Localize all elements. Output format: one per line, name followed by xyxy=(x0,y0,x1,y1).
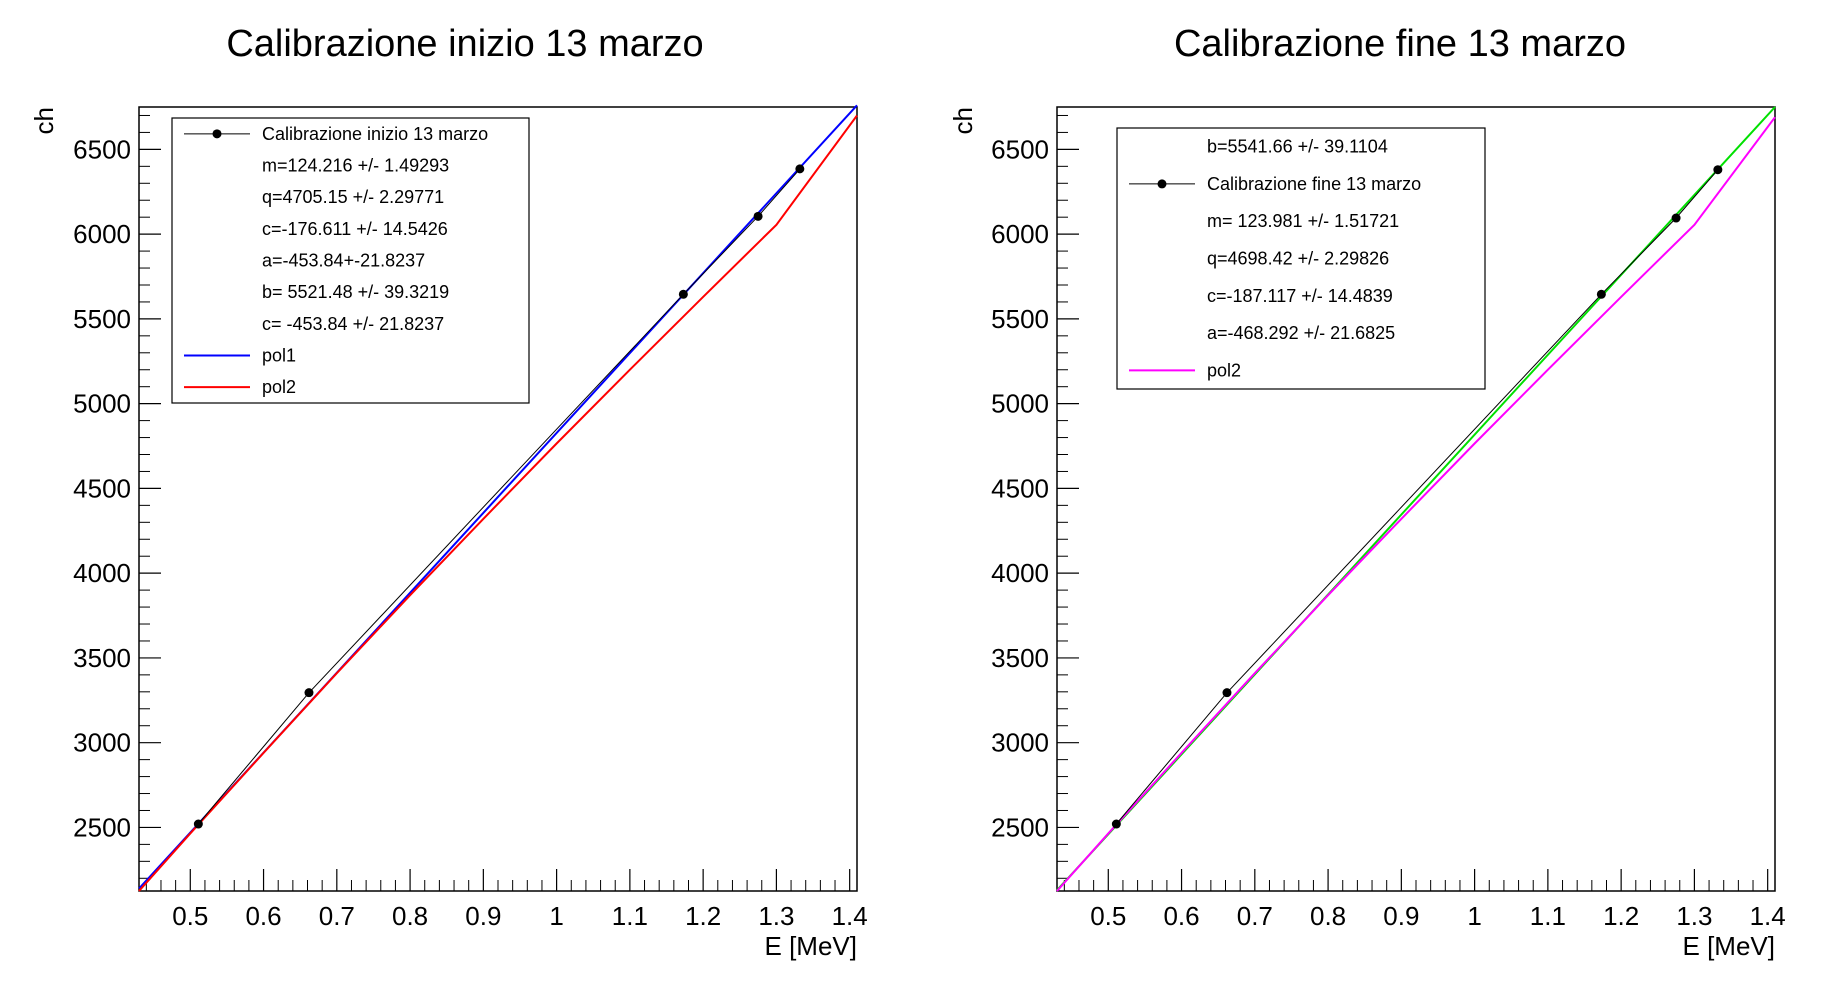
series-line xyxy=(138,114,858,892)
data-point xyxy=(193,819,203,829)
right-y-ticks: 2500 3000 3500 4000 4500 5000 5500 6000 6500 xyxy=(991,114,1079,879)
left-y-axis-label: ch xyxy=(29,107,59,134)
y-tick-label: 6500 xyxy=(991,134,1049,164)
x-tick-label: 1 xyxy=(1467,901,1481,931)
x-tick-label: 1.3 xyxy=(758,901,794,931)
legend-marker xyxy=(212,129,222,139)
x-tick-label: 0.6 xyxy=(1163,901,1199,931)
y-tick-label: 2500 xyxy=(991,812,1049,842)
right-legend: b=5541.66 +/- 39.1104 Calibrazione fine 1… xyxy=(1116,127,1486,390)
right-series xyxy=(1056,106,1776,892)
x-tick-label: 0.5 xyxy=(1090,901,1126,931)
x-tick-label: 1.1 xyxy=(1530,901,1566,931)
legend-entry-label: pol2 xyxy=(262,377,296,397)
x-tick-label: 1.4 xyxy=(1750,901,1786,931)
y-tick-label: 6000 xyxy=(991,219,1049,249)
right-x-ticks: 0.5 0.6 0.7 0.8 0.9 1 1.1 1.2 1.3 1.4 xyxy=(1063,869,1786,931)
legend-entry-label: pol1 xyxy=(262,346,296,366)
x-tick-label: 0.7 xyxy=(319,901,355,931)
legend-entry-label: c=-187.117 +/- 14.4839 xyxy=(1207,286,1393,306)
left-chart-title: Calibrazione inizio 13 marzo xyxy=(226,23,703,65)
right-x-axis-label: E [MeV] xyxy=(1683,931,1775,961)
legend-entry-label: Calibrazione fine 13 marzo xyxy=(1207,174,1421,194)
y-tick-label: 4500 xyxy=(991,473,1049,503)
x-tick-label: 0.8 xyxy=(1310,901,1346,931)
data-point xyxy=(1713,165,1723,175)
left-chart: Calibrazione inizio 13 marzo E [MeV] ch … xyxy=(29,23,868,961)
y-tick-label: 6000 xyxy=(73,219,131,249)
x-tick-label: 0.7 xyxy=(1237,901,1273,931)
left-x-axis-label: E [MeV] xyxy=(765,931,857,961)
data-point xyxy=(1596,289,1606,299)
x-tick-label: 1.4 xyxy=(832,901,868,931)
y-tick-label: 5500 xyxy=(991,304,1049,334)
left-y-ticks: 2500 3000 3500 4000 4500 5000 5500 6000 6500 xyxy=(73,114,161,879)
legend-entry-label: m=124.216 +/- 1.49293 xyxy=(262,156,449,176)
y-tick-label: 5000 xyxy=(73,389,131,419)
legend-entry-label: m= 123.981 +/- 1.51721 xyxy=(1207,211,1399,231)
x-tick-label: 1.2 xyxy=(685,901,721,931)
x-tick-label: 0.9 xyxy=(465,901,501,931)
y-tick-label: 4000 xyxy=(991,558,1049,588)
data-point xyxy=(795,164,805,174)
y-tick-label: 5000 xyxy=(991,389,1049,419)
data-point xyxy=(1111,819,1121,829)
y-tick-label: 3500 xyxy=(991,643,1049,673)
left-legend: Calibrazione inizio 13 marzo m=124.216 +/… xyxy=(171,117,530,404)
legend-entry-label: b= 5521.48 +/- 39.3219 xyxy=(262,282,449,302)
left-series xyxy=(138,104,858,892)
legend-entry-label: c= -453.84 +/- 21.8237 xyxy=(262,314,444,334)
legend-marker xyxy=(1157,179,1167,189)
y-tick-label: 6500 xyxy=(73,134,131,164)
legend-entry-label: a=-468.292 +/- 21.6825 xyxy=(1207,323,1395,343)
right-chart-title: Calibrazione fine 13 marzo xyxy=(1174,23,1626,65)
right-y-axis-label: ch xyxy=(948,107,978,134)
left-x-ticks: 0.5 0.6 0.7 0.8 0.9 1 1.1 1.2 1.3 1.4 xyxy=(145,869,868,931)
legend-entry-label: Calibrazione inizio 13 marzo xyxy=(262,124,488,144)
x-tick-label: 1 xyxy=(549,901,563,931)
y-tick-label: 2500 xyxy=(73,812,131,842)
x-tick-label: 0.5 xyxy=(172,901,208,931)
x-tick-label: 1.2 xyxy=(1603,901,1639,931)
legend-entry-label: b=5541.66 +/- 39.1104 xyxy=(1207,137,1388,157)
legend-box xyxy=(1116,127,1486,390)
right-chart: Calibrazione fine 13 marzo E [MeV] ch 0.… xyxy=(948,23,1786,961)
series-line xyxy=(1056,116,1776,892)
y-tick-label: 3000 xyxy=(73,728,131,758)
data-point xyxy=(678,289,688,299)
legend-entry-label: pol2 xyxy=(1207,360,1241,380)
data-point xyxy=(304,688,314,698)
data-point xyxy=(1222,688,1232,698)
legend-entry-label: c=-176.611 +/- 14.5426 xyxy=(262,219,448,239)
y-tick-label: 3500 xyxy=(73,643,131,673)
x-tick-label: 0.6 xyxy=(245,901,281,931)
x-tick-label: 0.8 xyxy=(392,901,428,931)
y-tick-label: 3000 xyxy=(991,728,1049,758)
x-tick-label: 1.1 xyxy=(612,901,648,931)
legend-entry-label: q=4705.15 +/- 2.29771 xyxy=(262,187,444,207)
y-tick-label: 4000 xyxy=(73,558,131,588)
x-tick-label: 1.3 xyxy=(1676,901,1712,931)
x-tick-label: 0.9 xyxy=(1383,901,1419,931)
data-point xyxy=(753,211,763,221)
legend-entry-label: q=4698.42 +/- 2.29826 xyxy=(1207,249,1389,269)
y-tick-label: 5500 xyxy=(73,304,131,334)
data-point xyxy=(1671,213,1681,223)
legend-entry-label: a=-453.84+-21.8237 xyxy=(262,251,425,271)
y-tick-label: 4500 xyxy=(73,473,131,503)
